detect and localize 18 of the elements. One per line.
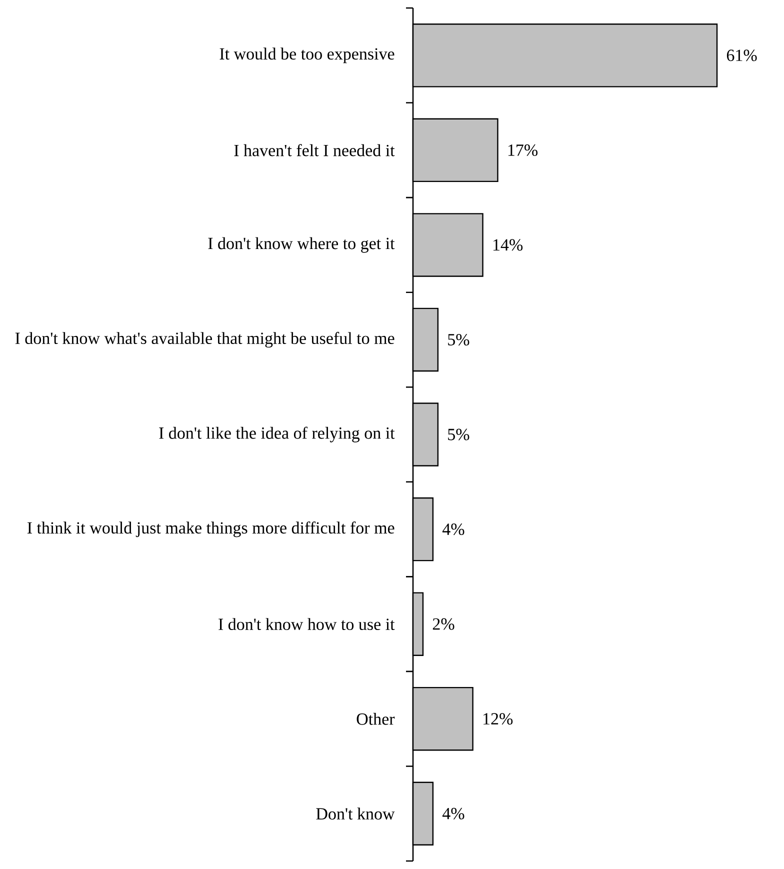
y-tick-label: I don't like the idea of relying on it (159, 426, 395, 442)
data-label: 17% (508, 144, 538, 156)
data-label: 4% (442, 524, 464, 536)
y-tick-label: I haven't felt I needed it (234, 144, 395, 156)
data-label: 5% (448, 334, 470, 346)
y-tick-label: I don't know where to get it (208, 237, 395, 253)
data-label: 5% (448, 428, 470, 440)
y-tick-label: Don't know (316, 808, 395, 820)
data-label: 14% (493, 239, 523, 251)
data-label: 61% (726, 50, 757, 62)
y-tick-label: It would be too expensive (220, 48, 394, 64)
y-tick-label: I think it would just make things more difficult for me (27, 521, 394, 538)
data-label: 2% (432, 618, 454, 630)
data-label: 12% (484, 713, 513, 725)
y-tick-label: I don't know what's available that might be useful to me (15, 332, 394, 348)
y-tick-label: I don't know how to use it (218, 618, 395, 630)
y-tick-label: Other (356, 712, 395, 725)
data-label: 4% (442, 808, 464, 820)
